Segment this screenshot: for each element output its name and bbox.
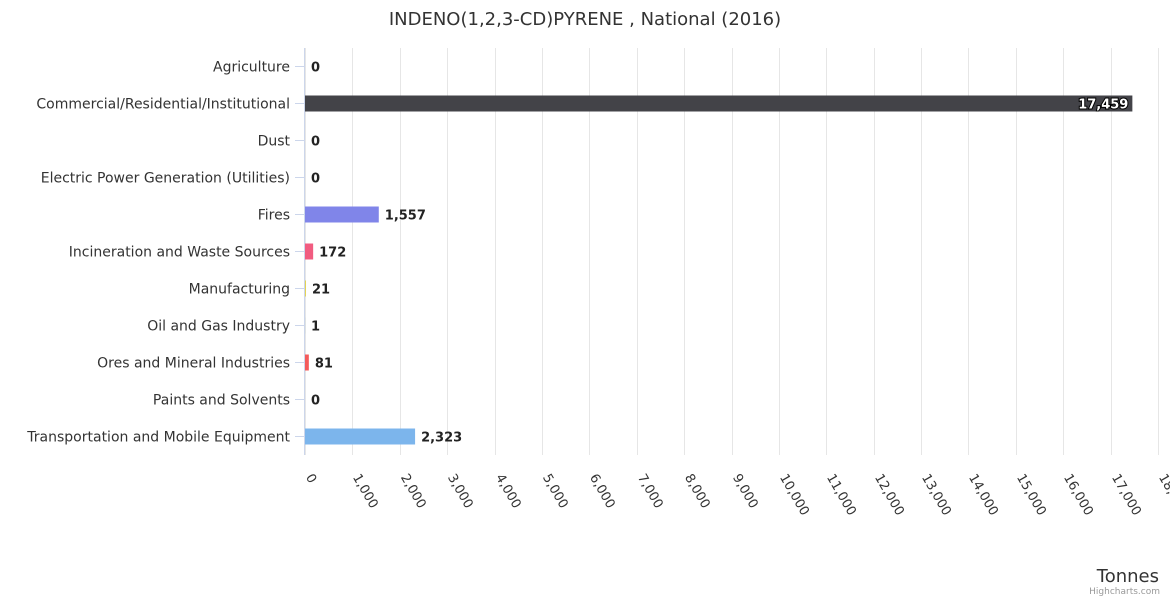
x-tick-label: 0 (302, 472, 319, 487)
bar[interactable] (305, 354, 309, 371)
category-label: Dust (258, 134, 291, 150)
category-label: Fires (258, 208, 290, 224)
category-label: Oil and Gas Industry (147, 319, 290, 335)
data-label: 1 (311, 320, 320, 335)
category-label: Ores and Mineral Industries (97, 356, 290, 372)
bars (305, 95, 1133, 445)
x-tick-label: 8,000 (681, 472, 713, 512)
bar[interactable] (305, 428, 416, 445)
data-label: 1,557 (385, 209, 426, 224)
x-tick-label: 5,000 (539, 472, 571, 512)
x-tick-label: 13,000 (918, 472, 954, 519)
x-tick-label: 14,000 (965, 472, 1001, 519)
x-tick-label: 15,000 (1013, 472, 1049, 519)
bar[interactable] (305, 280, 306, 297)
x-tick-label: 3,000 (444, 472, 476, 512)
data-label: 2,323 (421, 431, 462, 446)
x-tick-label: 12,000 (871, 472, 907, 519)
category-label: Manufacturing (189, 282, 290, 298)
x-axis-tick-labels: 0 1,000 2,000 3,000 4,000 5,000 6,000 7,000 8,00… (302, 472, 1170, 519)
category-label: Incineration and Waste Sources (69, 245, 290, 261)
category-label: Electric Power Generation (Utilities) (41, 171, 290, 187)
x-tick-label: 9,000 (729, 472, 761, 512)
data-label: 0 (311, 394, 320, 409)
data-label: 21 (312, 283, 330, 298)
chart-title: INDENO(1,2,3-CD)PYRENE , National (2016) (389, 9, 781, 30)
x-tick-label: 17,000 (1108, 472, 1144, 519)
x-tick-label: 16,000 (1060, 472, 1096, 519)
bar[interactable] (305, 206, 379, 223)
data-label: 81 (315, 357, 333, 372)
x-tick-label: 4,000 (492, 472, 524, 512)
category-label: Agriculture (213, 60, 290, 76)
category-label: Paints and Solvents (153, 393, 290, 409)
x-tick-label: 2,000 (397, 472, 429, 512)
x-tick-label: 7,000 (634, 472, 666, 512)
x-tick-label: 6,000 (586, 472, 618, 512)
x-tick-label: 11,000 (823, 472, 859, 519)
category-label: Transportation and Mobile Equipment (26, 430, 290, 446)
credits-link[interactable]: Highcharts.com (1089, 587, 1160, 597)
data-label: 17,459 (1078, 98, 1128, 113)
data-label: 0 (311, 172, 320, 187)
x-tick-label: 18,000 (1155, 472, 1170, 519)
x-axis-title: Tonnes (1096, 566, 1159, 587)
data-labels: 0 17,459 0 0 1,557 172 21 1 81 0 2,323 (311, 61, 1129, 446)
x-tick-label: 1,000 (349, 472, 381, 512)
x-tick-label: 10,000 (776, 472, 812, 519)
category-labels: Agriculture Commercial/Residential/Instit… (26, 60, 290, 446)
category-label: Commercial/Residential/Institutional (36, 97, 290, 113)
data-label: 172 (319, 246, 346, 261)
data-label: 0 (311, 61, 320, 76)
bar[interactable] (305, 95, 1133, 112)
bar[interactable] (305, 243, 314, 260)
gridlines (305, 48, 1159, 455)
data-label: 0 (311, 135, 320, 150)
y-axis (295, 48, 305, 455)
